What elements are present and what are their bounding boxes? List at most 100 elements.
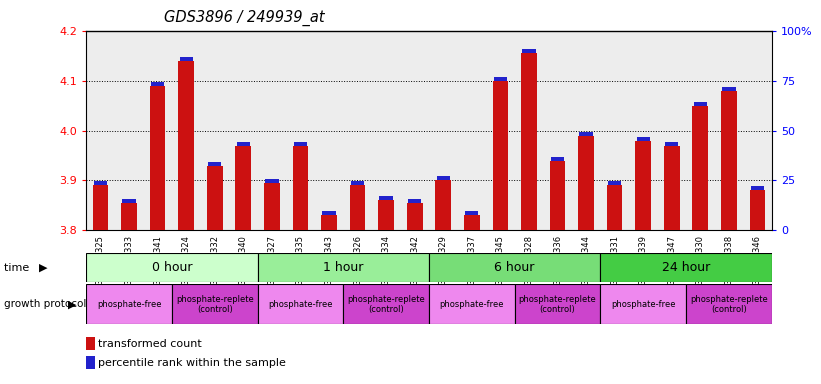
Bar xyxy=(580,132,593,136)
Bar xyxy=(686,31,714,230)
Bar xyxy=(350,185,365,230)
Text: 0 hour: 0 hour xyxy=(152,262,192,274)
Bar xyxy=(721,91,736,230)
Bar xyxy=(122,203,137,230)
Text: phosphate-replete
(control): phosphate-replete (control) xyxy=(347,295,425,314)
Text: phosphate-free: phosphate-free xyxy=(97,300,161,309)
Bar xyxy=(578,136,594,230)
Bar xyxy=(608,182,621,185)
Text: phosphate-replete
(control): phosphate-replete (control) xyxy=(519,295,596,314)
Bar xyxy=(549,161,566,230)
Bar xyxy=(692,106,709,230)
Bar xyxy=(379,197,392,200)
Bar xyxy=(629,31,658,230)
Bar xyxy=(635,141,651,230)
Bar xyxy=(264,183,280,230)
Bar xyxy=(571,31,600,230)
Text: phosphate-free: phosphate-free xyxy=(439,300,504,309)
Bar xyxy=(351,182,365,185)
Bar xyxy=(94,182,108,185)
Bar xyxy=(122,199,135,203)
Bar xyxy=(658,31,686,230)
Bar xyxy=(722,87,736,91)
Bar xyxy=(636,137,650,141)
Bar xyxy=(664,146,680,230)
Bar xyxy=(180,57,193,61)
Bar xyxy=(207,166,222,230)
Bar xyxy=(321,215,337,230)
Bar xyxy=(750,187,764,190)
Text: phosphate-free: phosphate-free xyxy=(268,300,333,309)
Text: phosphate-replete
(control): phosphate-replete (control) xyxy=(176,295,254,314)
Bar xyxy=(323,212,336,215)
Bar xyxy=(429,284,515,324)
Bar xyxy=(665,142,678,146)
Text: GDS3896 / 249939_at: GDS3896 / 249939_at xyxy=(164,10,325,26)
Bar xyxy=(750,190,765,230)
Bar xyxy=(493,77,507,81)
Bar xyxy=(600,284,686,324)
Bar xyxy=(258,31,287,230)
Bar xyxy=(464,215,479,230)
Bar xyxy=(258,284,343,324)
Bar xyxy=(287,31,314,230)
Bar xyxy=(437,177,450,180)
Bar xyxy=(236,142,250,146)
Bar xyxy=(86,337,94,350)
Bar xyxy=(457,31,486,230)
Bar xyxy=(493,81,508,230)
Bar xyxy=(149,86,166,230)
Bar xyxy=(86,253,258,282)
Bar xyxy=(178,61,194,230)
Bar xyxy=(144,31,172,230)
Bar xyxy=(86,356,94,369)
Bar xyxy=(686,284,772,324)
Bar xyxy=(522,49,535,53)
Text: transformed count: transformed count xyxy=(99,339,202,349)
Bar xyxy=(93,185,108,230)
Text: growth protocol: growth protocol xyxy=(4,299,89,310)
Bar xyxy=(200,31,229,230)
Text: time: time xyxy=(4,263,33,273)
Text: ▶: ▶ xyxy=(68,299,76,310)
Text: phosphate-replete
(control): phosphate-replete (control) xyxy=(690,295,768,314)
Bar xyxy=(544,31,571,230)
Text: 6 hour: 6 hour xyxy=(494,262,534,274)
Bar xyxy=(378,200,394,230)
Bar xyxy=(466,212,479,215)
Bar xyxy=(372,31,401,230)
Bar xyxy=(401,31,429,230)
Bar xyxy=(343,31,372,230)
Bar xyxy=(551,157,564,161)
Bar xyxy=(151,82,164,86)
Bar xyxy=(694,102,707,106)
Bar xyxy=(236,146,251,230)
Bar xyxy=(172,284,258,324)
Bar xyxy=(292,146,309,230)
Bar xyxy=(600,253,772,282)
Bar xyxy=(294,142,307,146)
Text: phosphate-free: phosphate-free xyxy=(611,300,676,309)
Bar xyxy=(435,180,451,230)
Bar xyxy=(265,179,278,183)
Bar xyxy=(172,31,200,230)
Bar xyxy=(229,31,258,230)
Bar xyxy=(86,31,115,230)
Bar xyxy=(115,31,144,230)
Bar xyxy=(429,31,457,230)
Text: 24 hour: 24 hour xyxy=(662,262,710,274)
Bar xyxy=(607,185,622,230)
Bar xyxy=(521,53,537,230)
Bar xyxy=(486,31,515,230)
Bar xyxy=(515,31,544,230)
Bar xyxy=(515,284,600,324)
Bar xyxy=(208,162,222,166)
Bar xyxy=(429,253,600,282)
Bar xyxy=(408,199,421,203)
Bar xyxy=(743,31,772,230)
Bar xyxy=(600,31,629,230)
Text: ▶: ▶ xyxy=(39,263,48,273)
Bar xyxy=(407,203,423,230)
Text: percentile rank within the sample: percentile rank within the sample xyxy=(99,358,286,368)
Bar xyxy=(86,284,172,324)
